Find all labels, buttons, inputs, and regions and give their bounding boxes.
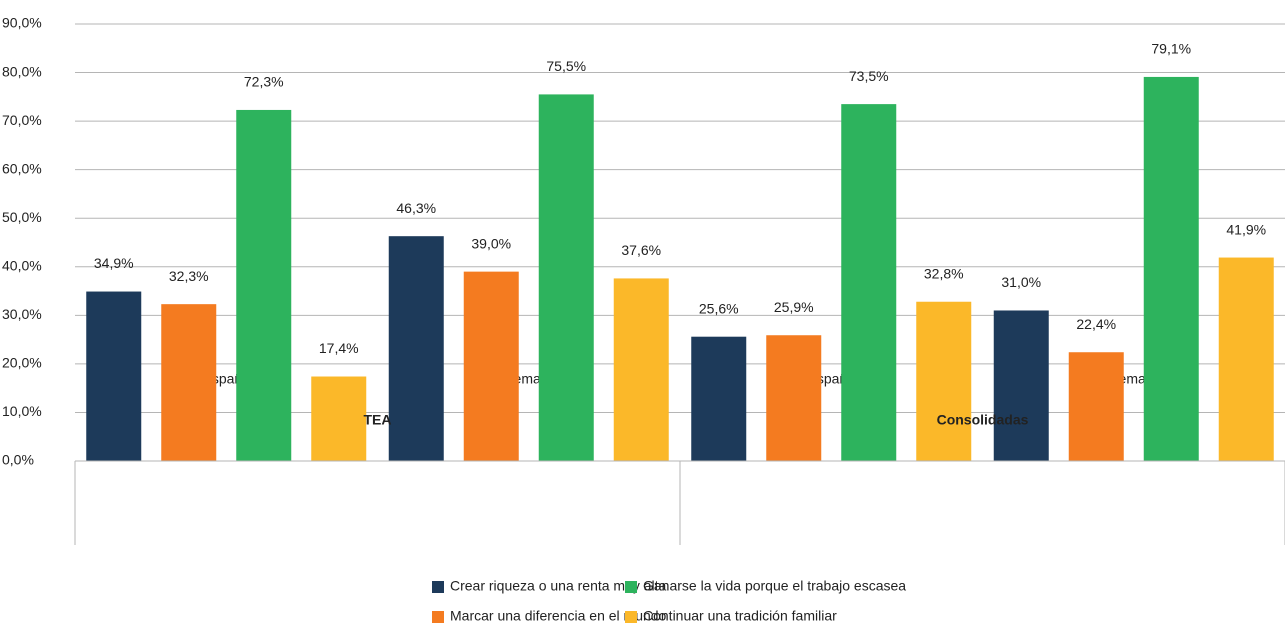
bar <box>236 109 292 462</box>
value-label: 17,4% <box>319 340 359 356</box>
value-label: 32,8% <box>924 265 964 281</box>
y-tick-label: 10,0% <box>2 403 42 419</box>
y-tick-label: 20,0% <box>2 355 42 371</box>
value-label: 39,0% <box>471 235 511 251</box>
y-tick-label: 30,0% <box>2 306 42 322</box>
y-tick-label: 0,0% <box>2 452 34 468</box>
legend-swatch <box>625 611 637 623</box>
bar <box>691 336 747 461</box>
value-label: 72,3% <box>244 74 284 90</box>
bar <box>463 271 519 461</box>
legend-label: Crear riqueza o una renta muy alta <box>450 578 667 594</box>
value-label: 73,5% <box>849 68 889 84</box>
y-tick-label: 90,0% <box>2 15 42 31</box>
value-label: 41,9% <box>1226 221 1266 237</box>
bar <box>311 376 367 461</box>
bar <box>613 278 669 461</box>
legend-swatch <box>432 611 444 623</box>
value-label: 46,3% <box>396 200 436 216</box>
bar <box>161 304 217 461</box>
group-label: Consolidadas <box>937 412 1029 428</box>
legend-swatch <box>625 581 637 593</box>
bar <box>841 104 897 461</box>
value-label: 79,1% <box>1151 41 1191 57</box>
bar <box>916 301 972 461</box>
legend-swatch <box>432 581 444 593</box>
legend-label: Ganarse la vida porque el trabajo escase… <box>643 578 906 594</box>
bar <box>538 94 594 462</box>
bar <box>1143 76 1199 462</box>
y-tick-label: 40,0% <box>2 257 42 273</box>
bar <box>388 236 444 461</box>
group-label: TEA <box>364 412 392 428</box>
bar <box>766 335 822 461</box>
value-label: 25,9% <box>774 299 814 315</box>
y-tick-label: 60,0% <box>2 160 42 176</box>
value-label: 34,9% <box>94 255 134 271</box>
bar <box>86 291 142 461</box>
bar <box>1068 352 1124 461</box>
value-label: 22,4% <box>1076 316 1116 332</box>
y-tick-label: 80,0% <box>2 63 42 79</box>
value-label: 75,5% <box>546 58 586 74</box>
legend-label: Marcar una diferencia en el mundo <box>450 608 667 624</box>
value-label: 31,0% <box>1001 274 1041 290</box>
bar <box>993 310 1049 461</box>
value-label: 37,6% <box>621 242 661 258</box>
y-tick-label: 50,0% <box>2 209 42 225</box>
value-label: 32,3% <box>169 268 209 284</box>
value-label: 25,6% <box>699 300 739 316</box>
y-tick-label: 70,0% <box>2 112 42 128</box>
legend-label: Continuar una tradición familiar <box>643 608 837 624</box>
bar <box>1218 257 1274 461</box>
